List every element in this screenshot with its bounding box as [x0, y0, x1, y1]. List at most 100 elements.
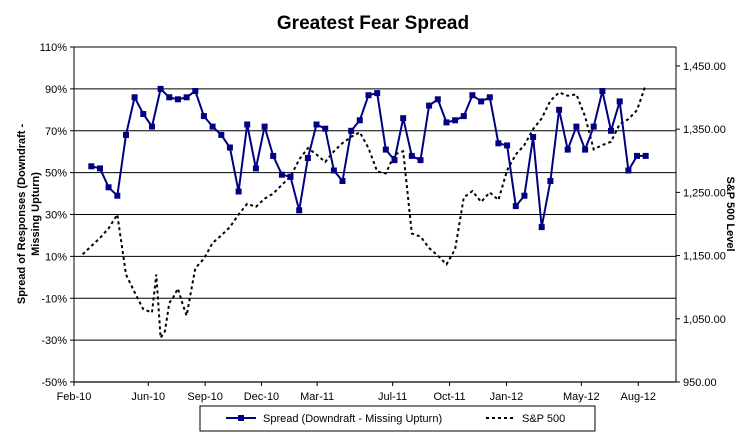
spread-point-50	[521, 192, 528, 199]
y2-tick-label-3: 1,150.00	[683, 251, 726, 263]
x-tick-label-9: Aug-12	[621, 391, 656, 403]
spread-point-25	[304, 155, 311, 161]
y-axis-label-line-2: Missing Upturn)	[30, 172, 42, 256]
spread-point-39	[426, 102, 433, 109]
spread-point-13	[200, 113, 207, 120]
y2-tick-label-5: 950.00	[683, 377, 717, 389]
x-tick-label-7: Jan-12	[490, 391, 524, 403]
spread-point-57	[582, 146, 589, 153]
spread-point-33	[374, 90, 381, 97]
spread-point-31	[356, 117, 363, 124]
spread-point-45	[478, 98, 485, 105]
spread-point-7	[149, 123, 155, 130]
spread-point-28	[330, 167, 337, 174]
y2-tick-label-0: 1,450.00	[683, 61, 726, 73]
spread-point-43	[460, 113, 467, 120]
spread-point-9	[166, 94, 173, 101]
spread-point-14	[209, 123, 216, 130]
spread-point-36	[400, 115, 407, 122]
y2-axis-label: S&P 500 Level	[724, 176, 736, 251]
y-tick-label-4: 30%	[45, 210, 67, 222]
spread-point-15	[218, 131, 225, 138]
legend-label-spread: Spread (Downdraft - Missing Upturn)	[263, 413, 442, 425]
spread-point-40	[434, 96, 441, 103]
y-tick-label-5: 10%	[45, 251, 67, 263]
plot-series	[82, 84, 649, 341]
y-tick-label-8: -50%	[41, 377, 67, 389]
spread-point-55	[564, 146, 571, 153]
y-tick-label-1: 90%	[45, 84, 67, 96]
spread-point-22	[278, 171, 285, 178]
spread-point-19	[252, 165, 259, 172]
sp500-line	[82, 84, 647, 341]
spread-point-1	[97, 165, 103, 172]
x-tick-label-8: May-12	[563, 391, 600, 403]
spread-point-48	[504, 142, 511, 149]
spread-point-49	[512, 203, 519, 210]
y-tick-label-7: -30%	[41, 335, 67, 347]
spread-point-18	[244, 121, 251, 128]
y-axis-ticks: 110% 90% 70% 50% 30% 10% -10% -30% -50%	[40, 42, 74, 389]
spread-point-54	[556, 106, 563, 113]
spread-point-42	[452, 117, 459, 124]
spread-point-4	[123, 131, 129, 138]
spread-point-26	[313, 121, 320, 128]
spread-point-37	[408, 152, 415, 159]
x-tick-label-3: Dec-10	[244, 391, 279, 403]
spread-point-10	[174, 96, 181, 103]
x-tick-label-0: Feb-10	[57, 391, 92, 403]
spread-point-30	[348, 127, 355, 134]
spread-point-53	[547, 178, 554, 184]
spread-point-47	[495, 140, 502, 147]
spread-point-38	[417, 157, 424, 164]
spread-point-24	[296, 207, 303, 214]
x-axis-ticks: Feb-10 Jun-10 Sep-10 Dec-10 Mar-11 Jul-11 Oct-…	[57, 382, 656, 403]
y2-tick-label-1: 1,350.00	[683, 124, 726, 136]
y-tick-label-2: 70%	[45, 126, 67, 138]
spread-point-34	[382, 146, 389, 153]
spread-point-41	[443, 119, 450, 126]
spread-point-3	[114, 192, 121, 199]
spread-point-0	[88, 163, 95, 170]
spread-point-59	[599, 88, 606, 94]
x-tick-label-4: Mar-11	[300, 391, 334, 403]
x-tick-label-2: Sep-10	[187, 391, 222, 403]
spread-point-29	[339, 178, 346, 184]
spread-point-52	[538, 224, 545, 231]
spread-point-12	[192, 88, 199, 94]
y-tick-label-6: -10%	[41, 293, 67, 305]
spread-point-58	[590, 123, 597, 130]
spread-point-62	[625, 167, 632, 174]
x-tick-label-1: Jun-10	[131, 391, 165, 403]
spread-point-61	[616, 98, 623, 105]
x-tick-label-6: Oct-11	[433, 391, 465, 403]
spread-point-51	[530, 134, 537, 140]
spread-point-56	[573, 123, 580, 130]
y2-tick-label-4: 1,050.00	[683, 314, 726, 326]
legend-box	[199, 405, 596, 432]
legend-marker-spread	[238, 415, 244, 421]
y2-axis-ticks: 1,450.00 1,350.00 1,250.00 1,150.00 1,050.00…	[676, 61, 726, 389]
spread-point-35	[391, 157, 398, 164]
legend-label-sp500: S&P 500	[522, 413, 565, 425]
spread-point-16	[226, 144, 233, 151]
y-axis-label-line-1: Spread of Responses (Downdraft -	[16, 124, 28, 305]
x-tick-label-5: Jul-11	[378, 391, 407, 403]
spread-point-11	[183, 94, 190, 101]
y2-tick-label-2: 1,250.00	[683, 187, 726, 199]
spread-point-44	[469, 92, 476, 99]
spread-point-63	[634, 152, 640, 159]
spread-point-5	[131, 94, 138, 101]
spread-point-17	[235, 188, 242, 195]
spread-point-8	[157, 85, 164, 92]
spread-point-32	[365, 92, 372, 99]
legend: Spread (Downdraft - Missing Upturn) S&P …	[199, 405, 596, 432]
spread-point-27	[322, 125, 329, 132]
spread-point-46	[486, 94, 493, 101]
y-tick-label-0: 110%	[40, 42, 68, 54]
spread-point-64	[642, 152, 649, 159]
spread-point-21	[270, 152, 277, 159]
